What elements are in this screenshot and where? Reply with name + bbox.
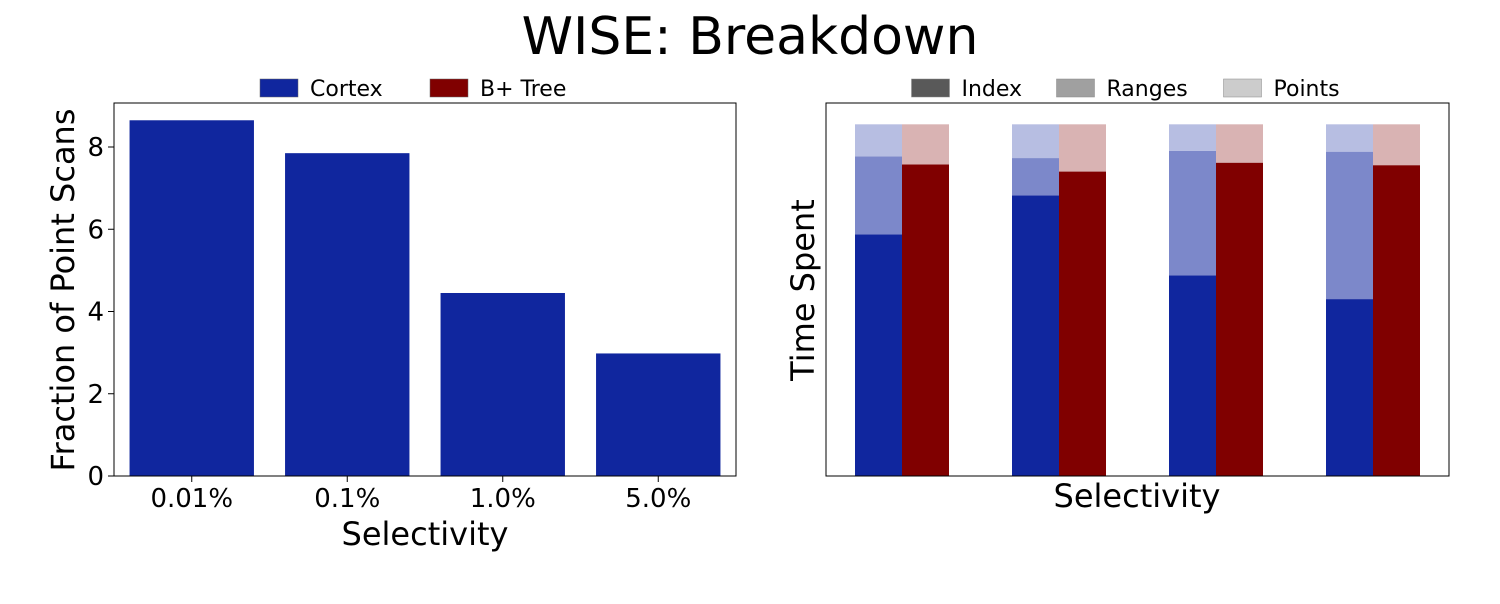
left-bar-001: [129, 120, 254, 476]
right-bar-cortex-ranges: [1012, 158, 1059, 196]
left-legend-swatch: [259, 78, 299, 98]
left-legend-label: Cortex: [310, 77, 383, 102]
right-legend-label: Index: [962, 77, 1023, 102]
right-bar-btree-points: [1373, 124, 1420, 166]
right-y-axis-label: Time Spent: [784, 199, 822, 382]
left-x-tick-label: 1.0%: [470, 484, 536, 514]
right-bar-btree-index: [1216, 162, 1263, 476]
right-bar-cortex-points: [855, 124, 902, 157]
right-bar-cortex-ranges: [1169, 150, 1216, 276]
left-bar-10: [440, 292, 565, 476]
left-x-tick-label: 0.1%: [314, 484, 380, 514]
right-bar-cortex-index: [855, 234, 902, 476]
right-bar-cortex-points: [1326, 124, 1373, 152]
right-legend-swatch: [911, 78, 950, 98]
right-bar-cortex-points: [1169, 124, 1216, 151]
right-bars: [855, 124, 1420, 477]
right-bar-btree-index: [1373, 165, 1420, 476]
figure-title: WISE: Breakdown: [522, 7, 979, 67]
left-legend: Cortex B+ Tree: [259, 77, 566, 102]
left-y-tick-label: 8: [87, 133, 104, 163]
left-bars: [129, 120, 721, 476]
left-bar-50: [596, 353, 721, 476]
left-legend-swatch: [429, 78, 469, 98]
left-y-axis: 0 2 4 6 8: [87, 133, 114, 492]
right-legend-label: Ranges: [1107, 77, 1188, 102]
right-legend-swatch: [1223, 78, 1262, 98]
left-chart: Cortex B+ Tree 0 2 4 6 8 0.01% 0.1% 1.0% 5.0% Se…: [44, 77, 737, 553]
right-legend: Index Ranges Points: [911, 77, 1340, 102]
left-x-axis-label: Selectivity: [342, 515, 509, 553]
right-bar-btree-points: [902, 124, 949, 165]
left-y-tick-label: 4: [87, 298, 104, 328]
right-bar-cortex-index: [1326, 299, 1373, 476]
right-bar-cortex-ranges: [855, 156, 902, 235]
right-plot-frame: [825, 102, 1450, 477]
left-y-tick-label: 2: [87, 380, 104, 410]
left-y-tick-label: 6: [87, 215, 104, 245]
left-legend-label: B+ Tree: [480, 77, 566, 102]
left-plot-frame: [113, 102, 737, 477]
left-bar-01: [285, 153, 410, 476]
right-bar-btree-index: [902, 164, 949, 477]
right-chart: Index Ranges Points Selectivity Time Spent: [784, 77, 1450, 515]
right-bar-btree-points: [1216, 124, 1263, 163]
right-bar-btree-points: [1059, 124, 1106, 172]
left-y-tick-label: 0: [87, 462, 104, 492]
right-x-axis-label: Selectivity: [1054, 477, 1221, 515]
left-x-tick-label: 5.0%: [625, 484, 691, 514]
right-bar-cortex-ranges: [1326, 151, 1373, 300]
right-bar-btree-index: [1059, 171, 1106, 476]
right-bar-cortex-index: [1169, 275, 1216, 476]
right-bar-cortex-index: [1012, 195, 1059, 476]
left-x-axis: 0.01% 0.1% 1.0% 5.0%: [150, 476, 691, 514]
left-y-axis-label: Fraction of Point Scans: [44, 108, 82, 471]
left-x-tick-label: 0.01%: [150, 484, 233, 514]
right-legend-label: Points: [1274, 77, 1340, 102]
right-bar-cortex-points: [1012, 124, 1059, 159]
right-legend-swatch: [1056, 78, 1095, 98]
